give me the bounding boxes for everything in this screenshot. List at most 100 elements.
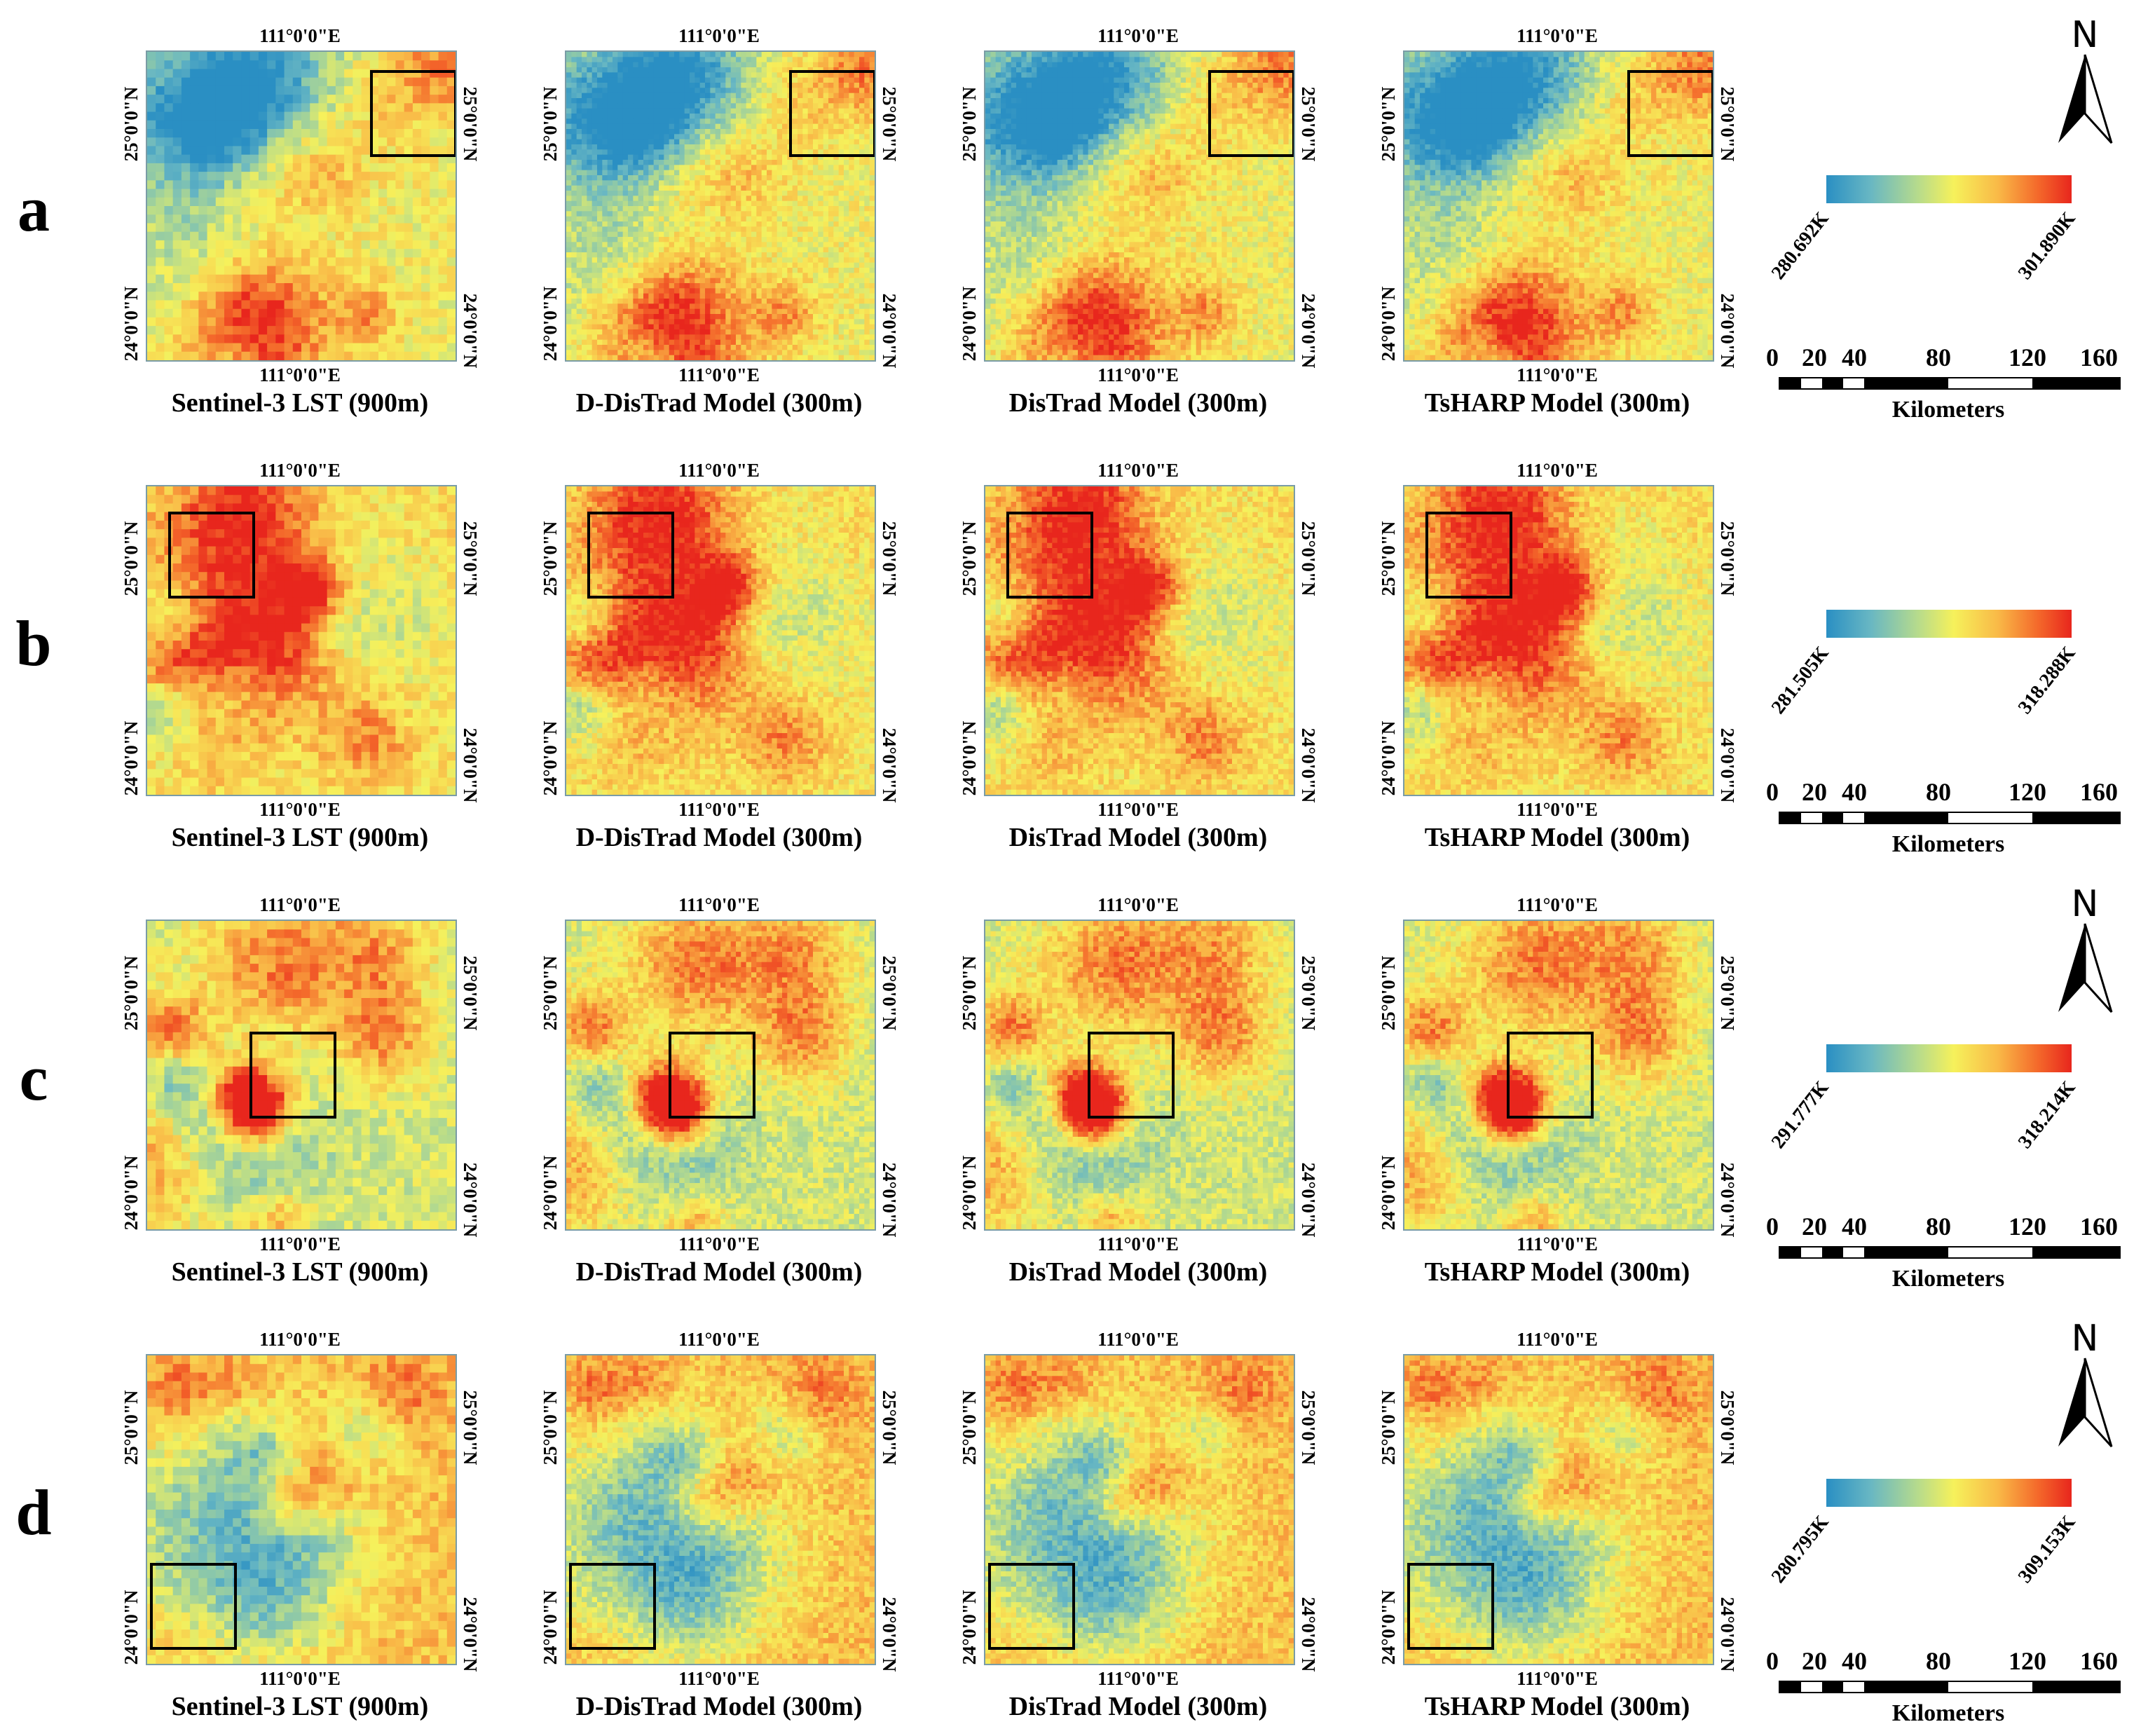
- row-label-a: a: [13, 177, 55, 241]
- panel-title: TsHARP Model (300m): [1361, 824, 1753, 851]
- latitude-label-left: 24°0'0"N: [540, 1578, 561, 1676]
- scale-bar: [1779, 1246, 2121, 1259]
- latitude-label-left: 24°0'0"N: [1378, 1144, 1399, 1242]
- latitude-label-right: 25°0'0"N: [1298, 944, 1319, 1042]
- latitude-label-right: 25°0'0"N: [879, 510, 900, 608]
- lst-map-b-1: [146, 485, 457, 796]
- longitude-label-top: 111°0'0"E: [146, 27, 454, 46]
- latitude-label-right: 25°0'0"N: [1717, 75, 1738, 173]
- scale-bar-segment: [1801, 1248, 1822, 1257]
- scale-unit-label: Kilometers: [1878, 1700, 2018, 1727]
- scale-bar-segment: [1801, 813, 1822, 823]
- scale-tick-20: 20: [1802, 779, 1827, 805]
- latitude-label-right: 24°0'0"N: [1717, 1151, 1738, 1249]
- latitude-label-right: 24°0'0"N: [879, 1585, 900, 1683]
- north-arrow: N: [2050, 1320, 2120, 1451]
- latitude-label-left: 24°0'0"N: [121, 275, 142, 373]
- panel-title: Sentinel-3 LST (900m): [104, 390, 496, 416]
- longitude-label-bottom: 111°0'0"E: [984, 800, 1292, 819]
- lst-raster: [566, 52, 875, 360]
- scale-tick-80: 80: [1926, 779, 1951, 805]
- latitude-label-right: 24°0'0"N: [879, 1151, 900, 1249]
- zoom-inset-box: [150, 1563, 237, 1650]
- zoom-inset-box: [1407, 1563, 1494, 1650]
- lst-map-c-4: [1403, 920, 1714, 1231]
- scale-bar-segment: [1843, 1248, 1864, 1257]
- panel-title: D-DisTrad Model (300m): [523, 1693, 915, 1720]
- latitude-label-left: 24°0'0"N: [959, 1144, 980, 1242]
- latitude-label-right: 24°0'0"N: [1717, 716, 1738, 814]
- latitude-label-left: 24°0'0"N: [540, 275, 561, 373]
- scale-tick-40: 40: [1842, 1214, 1867, 1239]
- longitude-label-bottom: 111°0'0"E: [146, 1669, 454, 1688]
- panel-title: D-DisTrad Model (300m): [523, 824, 915, 851]
- latitude-label-right: 24°0'0"N: [879, 716, 900, 814]
- latitude-label-right: 24°0'0"N: [1717, 282, 1738, 380]
- panel-title: Sentinel-3 LST (900m): [104, 1693, 496, 1720]
- scale-tick-160: 160: [2080, 1214, 2118, 1239]
- latitude-label-left: 24°0'0"N: [959, 709, 980, 807]
- zoom-inset-box: [1627, 70, 1713, 157]
- lst-raster: [985, 486, 1294, 795]
- longitude-label-bottom: 111°0'0"E: [146, 800, 454, 819]
- latitude-label-left: 24°0'0"N: [1378, 1578, 1399, 1676]
- longitude-label-top: 111°0'0"E: [565, 896, 873, 915]
- lst-map-a-2: [565, 50, 876, 362]
- latitude-label-right: 25°0'0"N: [879, 75, 900, 173]
- lst-map-d-2: [565, 1354, 876, 1665]
- north-label: N: [2050, 17, 2120, 53]
- scale-tick-120: 120: [2009, 1648, 2046, 1674]
- lst-raster: [147, 1355, 456, 1664]
- scale-tick-0: 0: [1766, 779, 1779, 805]
- lst-map-d-4: [1403, 1354, 1714, 1665]
- ramp-min-label: 280.692K: [1767, 208, 1833, 284]
- scale-tick-120: 120: [2009, 345, 2046, 370]
- row-label-c: c: [13, 1046, 55, 1110]
- scale-tick-40: 40: [1842, 1648, 1867, 1674]
- lst-map-c-2: [565, 920, 876, 1231]
- latitude-label-right: 25°0'0"N: [460, 510, 481, 608]
- scale-tick-0: 0: [1766, 1648, 1779, 1674]
- scale-bar: [1779, 1681, 2121, 1693]
- scale-bar-segment: [1801, 378, 1822, 388]
- latitude-label-left: 24°0'0"N: [121, 1578, 142, 1676]
- panel-title: DisTrad Model (300m): [942, 824, 1334, 851]
- longitude-label-top: 111°0'0"E: [565, 461, 873, 480]
- scale-bar-segment: [1843, 1682, 1864, 1692]
- north-label: N: [2050, 886, 2120, 922]
- latitude-label-right: 25°0'0"N: [460, 944, 481, 1042]
- latitude-label-left: 24°0'0"N: [959, 1578, 980, 1676]
- latitude-label-left: 25°0'0"N: [959, 944, 980, 1042]
- north-arrow-icon: [2058, 923, 2113, 1013]
- latitude-label-right: 24°0'0"N: [1298, 1585, 1319, 1683]
- scale-bar-segment: [1948, 813, 2032, 823]
- latitude-label-right: 25°0'0"N: [1717, 944, 1738, 1042]
- scale-unit-label: Kilometers: [1878, 397, 2018, 423]
- scale-tick-80: 80: [1926, 1648, 1951, 1674]
- zoom-inset-box: [569, 1563, 656, 1650]
- latitude-label-left: 25°0'0"N: [540, 510, 561, 608]
- latitude-label-left: 25°0'0"N: [540, 75, 561, 173]
- longitude-label-top: 111°0'0"E: [984, 27, 1292, 46]
- lst-map-c-1: [146, 920, 457, 1231]
- lst-raster: [1404, 1355, 1713, 1664]
- scale-tick-160: 160: [2080, 779, 2118, 805]
- panel-title: Sentinel-3 LST (900m): [104, 1259, 496, 1285]
- scale-tick-20: 20: [1802, 345, 1827, 370]
- longitude-label-bottom: 111°0'0"E: [1403, 1235, 1711, 1254]
- zoom-inset-box: [1088, 1032, 1175, 1119]
- latitude-label-right: 25°0'0"N: [879, 944, 900, 1042]
- longitude-label-bottom: 111°0'0"E: [565, 1669, 873, 1688]
- scale-tick-0: 0: [1766, 345, 1779, 370]
- latitude-label-left: 24°0'0"N: [540, 1144, 561, 1242]
- longitude-label-top: 111°0'0"E: [984, 1330, 1292, 1349]
- panel-title: Sentinel-3 LST (900m): [104, 824, 496, 851]
- lst-map-d-3: [984, 1354, 1295, 1665]
- latitude-label-left: 24°0'0"N: [540, 709, 561, 807]
- longitude-label-top: 111°0'0"E: [146, 461, 454, 480]
- latitude-label-left: 25°0'0"N: [540, 1379, 561, 1477]
- scale-tick-0: 0: [1766, 1214, 1779, 1239]
- lst-raster: [566, 921, 875, 1229]
- color-ramp-d: [1826, 1479, 2072, 1507]
- scale-unit-label: Kilometers: [1878, 831, 2018, 858]
